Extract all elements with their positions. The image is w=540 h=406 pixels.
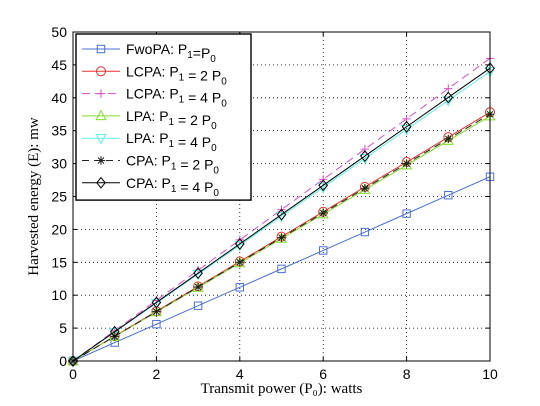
axis-ticks: 0 2 4 6 8 10 0 5 10 15 20 25 30 35 40 45 50 — [51, 24, 498, 382]
legend-label: FwoPA: P1=P0 — [126, 41, 216, 65]
series-1 — [68, 172, 495, 366]
legend-label: CPA: P1 = 4 P0 — [126, 175, 219, 199]
data-point — [401, 125, 413, 136]
x-tick-label: 8 — [403, 366, 411, 382]
x-tick-label: 4 — [236, 366, 244, 382]
series-line — [72, 57, 491, 362]
legend-item: CPA: P1 = 4 P0 — [82, 175, 219, 199]
legend-marker — [96, 89, 106, 98]
x-tick-label: 6 — [319, 366, 327, 382]
x-tick-label: 0 — [69, 366, 77, 382]
y-tick-label: 40 — [51, 90, 67, 106]
legend-label: CPA: P1 = 2 P0 — [126, 153, 219, 177]
data-point — [319, 246, 328, 255]
y-tick-label: 0 — [59, 353, 67, 369]
data-point — [402, 209, 411, 218]
data-point — [319, 208, 328, 218]
data-point — [360, 184, 370, 193]
series-line — [72, 67, 491, 362]
data-point — [359, 183, 371, 194]
data-point — [193, 301, 203, 310]
legend-box — [75, 33, 252, 201]
legend-marker — [96, 66, 106, 77]
data-point — [193, 267, 203, 280]
data-point — [360, 150, 370, 163]
y-tick-label: 50 — [51, 24, 67, 40]
legend-item: LCPA: P1 = 4 P0 — [82, 86, 227, 110]
data-point — [234, 237, 245, 250]
y-tick-label: 10 — [51, 287, 67, 303]
y-tick-label: 5 — [59, 320, 67, 336]
data-point — [235, 283, 245, 292]
data-point — [442, 96, 454, 107]
data-point — [151, 296, 162, 309]
data-point — [444, 84, 453, 93]
legend-marker — [95, 134, 107, 145]
data-point — [235, 258, 244, 267]
data-point — [402, 159, 411, 168]
data-point — [152, 307, 161, 316]
legend-marker — [96, 176, 106, 189]
data-point — [68, 355, 78, 367]
data-point — [401, 120, 412, 133]
y-tick-label: 25 — [51, 189, 67, 205]
y-tick-label: 45 — [51, 57, 67, 73]
legend-label: LPA: P1 = 4 P0 — [126, 130, 217, 154]
series-layer — [67, 54, 496, 368]
data-point — [443, 91, 454, 104]
legend-marker — [96, 156, 106, 165]
legend-item: LPA: P1 = 2 P0 — [82, 108, 217, 132]
x-tick-label: 10 — [482, 366, 498, 382]
data-point — [277, 264, 286, 274]
x-axis-label: Transmit power (P₀): watts — [201, 381, 363, 397]
data-point — [444, 134, 453, 144]
data-point — [235, 235, 244, 245]
data-point — [193, 282, 203, 292]
data-point — [109, 325, 120, 338]
data-point — [277, 233, 286, 242]
series-line — [72, 176, 491, 362]
legend-label: LCPA: P1 = 4 P0 — [126, 86, 227, 110]
legend-item: FwoPA: P1=P0 — [82, 41, 216, 65]
data-point — [152, 319, 161, 329]
y-tick-label: 20 — [51, 221, 67, 237]
y-axis-label: Harvested energy (E): mw — [26, 117, 42, 276]
legend-item: LPA: P1 = 4 P0 — [82, 130, 217, 154]
legend-label: LPA: P1 = 2 P0 — [126, 108, 217, 132]
data-point — [360, 144, 370, 154]
legend-marker — [95, 109, 107, 121]
y-tick-label: 30 — [51, 156, 67, 172]
legend-marker — [96, 44, 106, 54]
legend-item: CPA: P1 = 2 P0 — [82, 153, 219, 177]
legend-label: LCPA: P1 = 2 P0 — [126, 63, 227, 87]
data-point — [444, 190, 453, 200]
data-point — [360, 227, 370, 237]
y-tick-label: 15 — [51, 254, 67, 270]
legend-item: LCPA: P1 = 2 P0 — [82, 63, 227, 87]
y-tick-label: 35 — [51, 123, 67, 139]
data-point — [276, 208, 287, 221]
x-tick-label: 2 — [153, 366, 161, 382]
data-point — [318, 179, 329, 192]
